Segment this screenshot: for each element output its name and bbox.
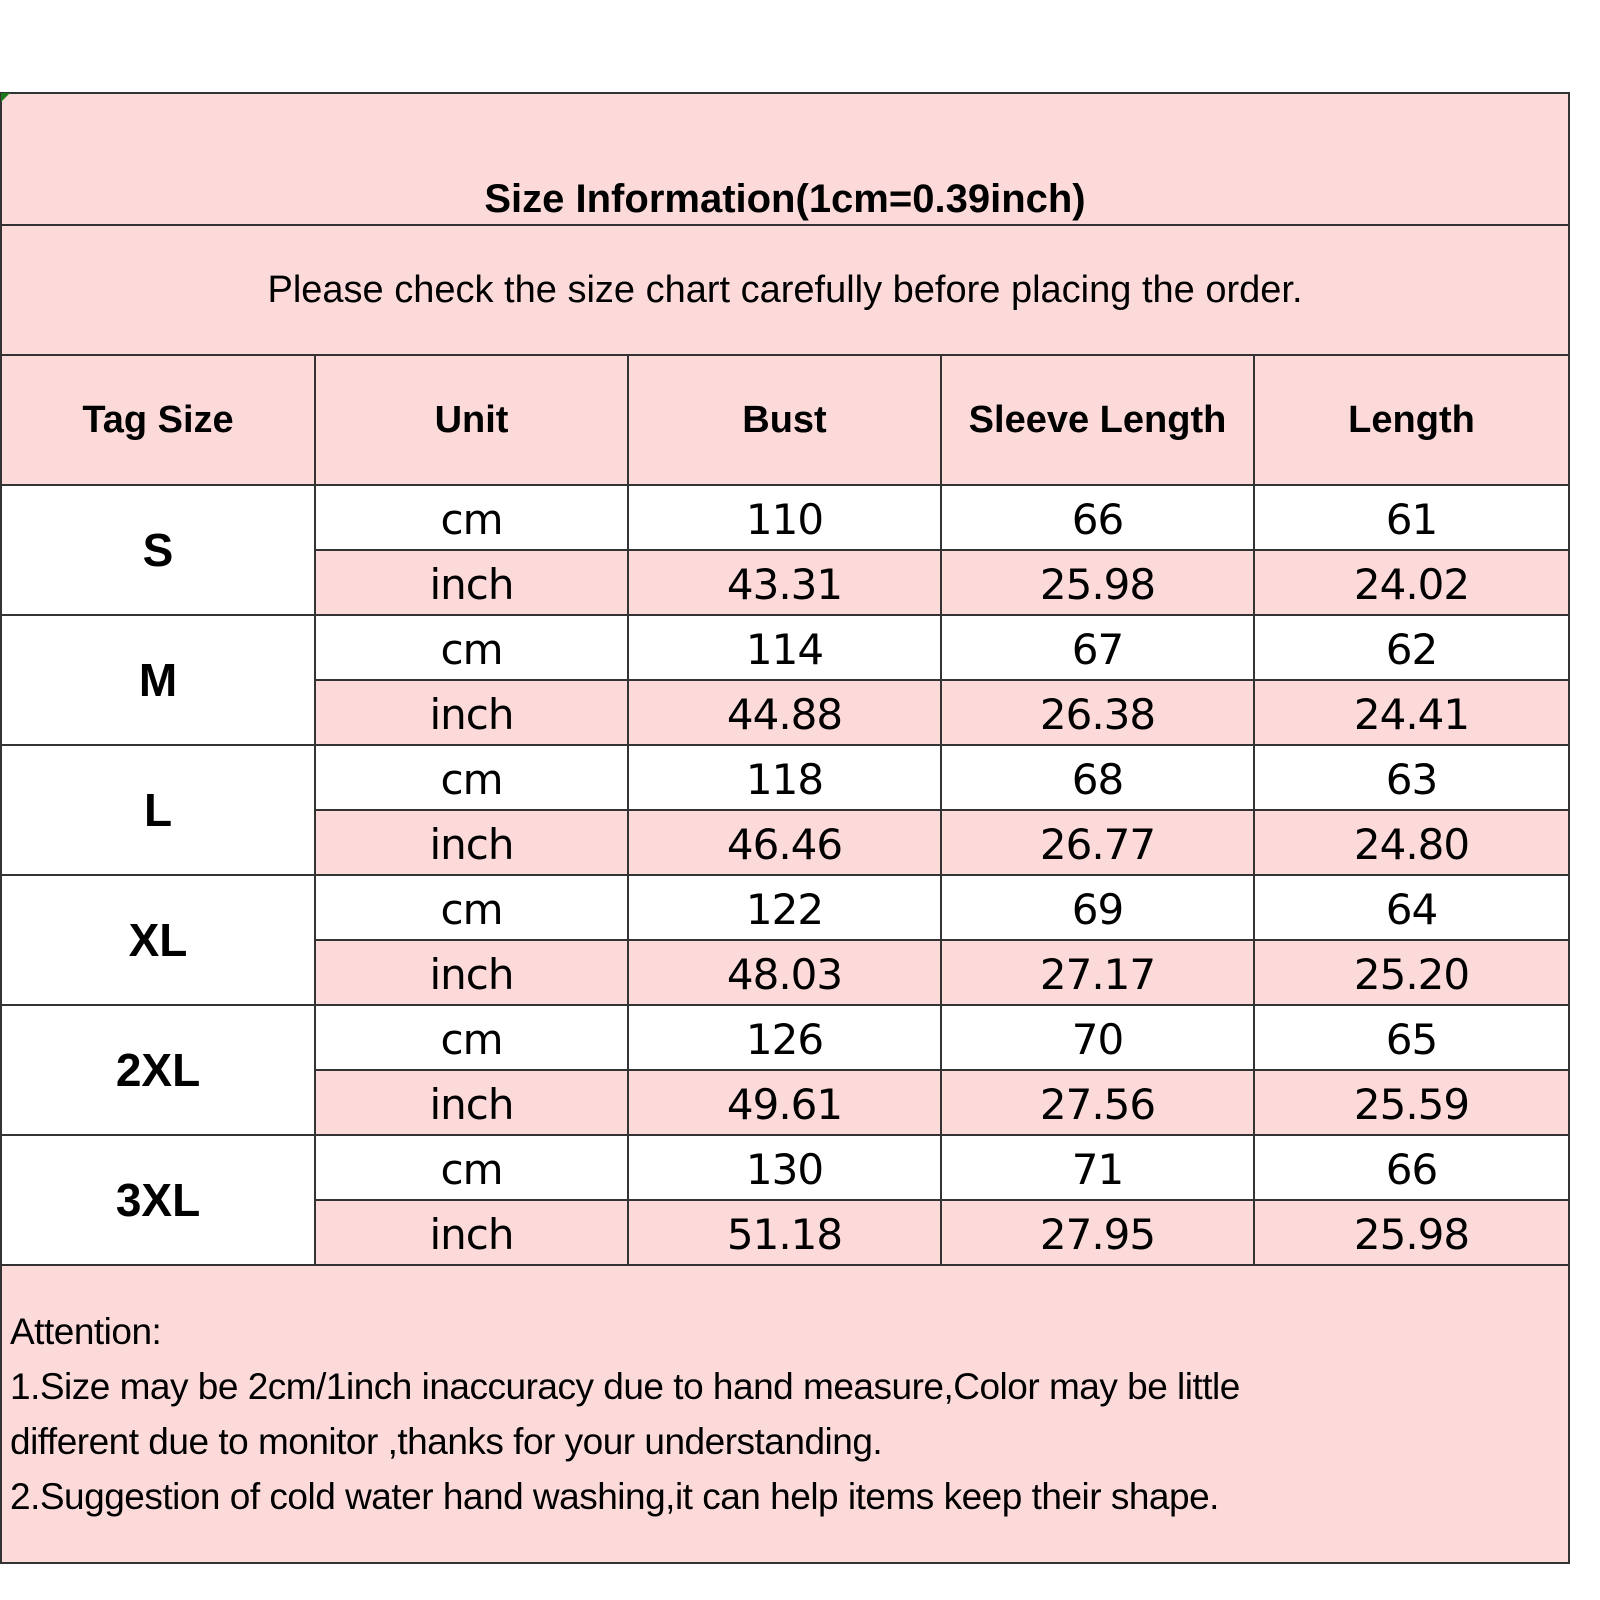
value-cell: 26.77 (940, 809, 1255, 876)
tag-size-cell: L (0, 744, 316, 876)
value-cell: 66 (940, 484, 1255, 551)
size-chart-table: Size Information(1cm=0.39inch) Please ch… (0, 92, 1570, 1564)
value-cell: 130 (627, 1134, 942, 1201)
value-cell: 26.38 (940, 679, 1255, 746)
value-cell: 71 (940, 1134, 1255, 1201)
attention-line: 1.Size may be 2cm/1inch inaccuracy due t… (10, 1366, 1240, 1407)
header-row: Tag Size Unit Bust Sleeve Length Length (0, 354, 1570, 486)
value-cell: 44.88 (627, 679, 942, 746)
value-cell: 43.31 (627, 549, 942, 616)
unit-cell: inch (314, 1069, 629, 1136)
unit-cell: cm (314, 744, 629, 811)
value-cell: 62 (1253, 614, 1570, 681)
value-cell: 61 (1253, 484, 1570, 551)
value-cell: 25.20 (1253, 939, 1570, 1006)
value-cell: 110 (627, 484, 942, 551)
column-header: Unit (314, 354, 629, 486)
chart-subtitle: Please check the size chart carefully be… (0, 224, 1570, 356)
attention-notes: Attention: 1.Size may be 2cm/1inch inaccu… (0, 1264, 1570, 1564)
unit-cell: cm (314, 1134, 629, 1201)
tag-size-cell: 3XL (0, 1134, 316, 1266)
value-cell: 27.56 (940, 1069, 1255, 1136)
attention-heading: Attention: (10, 1311, 162, 1352)
value-cell: 25.98 (1253, 1199, 1570, 1266)
unit-cell: cm (314, 614, 629, 681)
value-cell: 126 (627, 1004, 942, 1071)
tag-size-cell: M (0, 614, 316, 746)
value-cell: 64 (1253, 874, 1570, 941)
value-cell: 68 (940, 744, 1255, 811)
unit-cell: inch (314, 809, 629, 876)
chart-title: Size Information(1cm=0.39inch) (0, 92, 1570, 226)
table-row-inch: inch 49.61 27.56 25.59 (1, 1069, 1570, 1136)
table-row-inch: inch 51.18 27.95 25.98 (1, 1199, 1570, 1266)
unit-cell: inch (314, 1199, 629, 1266)
value-cell: 122 (627, 874, 942, 941)
value-cell: 51.18 (627, 1199, 942, 1266)
value-cell: 70 (940, 1004, 1255, 1071)
value-cell: 49.61 (627, 1069, 942, 1136)
value-cell: 46.46 (627, 809, 942, 876)
value-cell: 66 (1253, 1134, 1570, 1201)
cell-corner-marker (1, 93, 10, 102)
table-row-cm: 3XL cm 130 71 66 (0, 1134, 1570, 1266)
value-cell: 25.98 (940, 549, 1255, 616)
table-row-inch: inch 48.03 27.17 25.20 (1, 939, 1570, 1006)
table-row-cm: XL cm 122 69 64 (0, 874, 1570, 1006)
value-cell: 27.17 (940, 939, 1255, 1006)
value-cell: 65 (1253, 1004, 1570, 1071)
unit-cell: cm (314, 1004, 629, 1071)
tag-size-cell: 2XL (0, 1004, 316, 1136)
column-header: Tag Size (0, 354, 316, 486)
value-cell: 67 (940, 614, 1255, 681)
value-cell: 24.80 (1253, 809, 1570, 876)
attention-line: different due to monitor ,thanks for you… (10, 1421, 883, 1462)
table-row-inch: inch 43.31 25.98 24.02 (1, 549, 1570, 616)
column-header: Bust (627, 354, 942, 486)
tag-size-cell: XL (0, 874, 316, 1006)
value-cell: 69 (940, 874, 1255, 941)
value-cell: 114 (627, 614, 942, 681)
table-row-cm: 2XL cm 126 70 65 (0, 1004, 1570, 1136)
tag-size-cell: S (0, 484, 316, 616)
table-row-inch: inch 46.46 26.77 24.80 (1, 809, 1570, 876)
attention-line: 2.Suggestion of cold water hand washing,… (10, 1476, 1219, 1517)
value-cell: 118 (627, 744, 942, 811)
value-cell: 25.59 (1253, 1069, 1570, 1136)
unit-cell: cm (314, 874, 629, 941)
value-cell: 48.03 (627, 939, 942, 1006)
unit-cell: inch (314, 679, 629, 746)
value-cell: 24.02 (1253, 549, 1570, 616)
unit-cell: inch (314, 939, 629, 1006)
value-cell: 63 (1253, 744, 1570, 811)
value-cell: 27.95 (940, 1199, 1255, 1266)
column-header: Sleeve Length (940, 354, 1255, 486)
unit-cell: inch (314, 549, 629, 616)
unit-cell: cm (314, 484, 629, 551)
table-row-inch: inch 44.88 26.38 24.41 (1, 679, 1570, 746)
column-header: Length (1253, 354, 1570, 486)
value-cell: 24.41 (1253, 679, 1570, 746)
